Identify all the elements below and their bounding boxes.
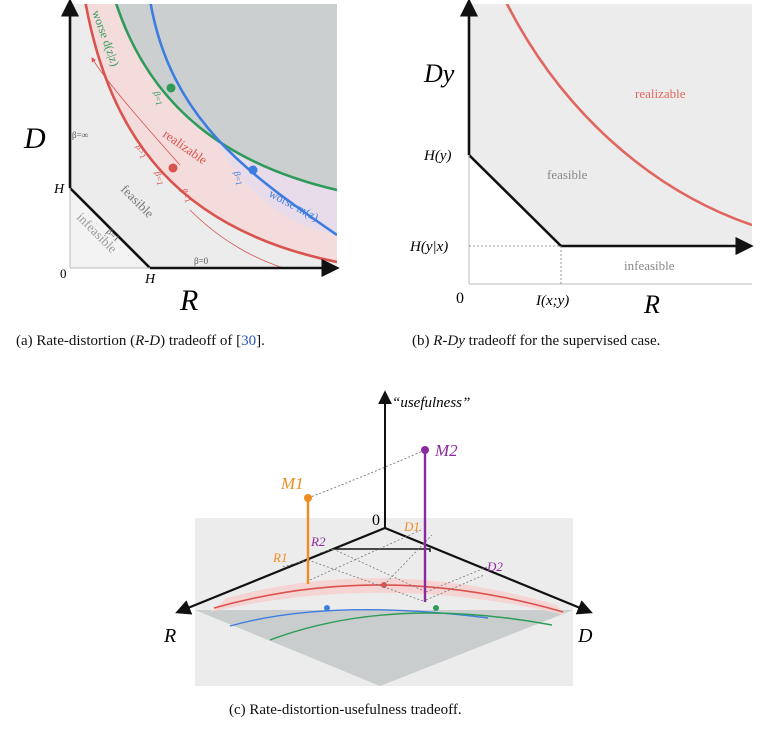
panel-c-bottom-wedge bbox=[195, 610, 573, 686]
m1-label: M1 bbox=[280, 474, 304, 493]
caption-a-suffix: ]. bbox=[256, 333, 265, 349]
caption-c: (c) Rate-distortion-usefulness tradeoff. bbox=[229, 702, 462, 718]
beta-lt1-label: β<1 bbox=[179, 187, 193, 204]
panel-c-dotted-arc bbox=[307, 449, 426, 499]
beta-gt1-label: β>1 bbox=[134, 143, 148, 160]
beta-one-red-label: β=1 bbox=[153, 171, 165, 187]
d2-label-text: D2 bbox=[486, 559, 503, 574]
beta-zero-label: β=0 bbox=[194, 256, 209, 266]
infeasible-label-b: infeasible bbox=[624, 258, 675, 273]
d2-label: D2 bbox=[486, 559, 503, 574]
caption-a-prefix: (a) Rate-distortion ( bbox=[16, 333, 136, 349]
usefulness-label: “usefulness” bbox=[392, 395, 470, 411]
panel-b-supervised: Dy R 0 H(y) H(y|x) I(x;y) realizable fea… bbox=[409, 0, 754, 319]
m1-label-text: M1 bbox=[280, 474, 304, 493]
realizable-curve-b bbox=[505, 4, 752, 227]
caption-b-math: R-Dy bbox=[433, 333, 465, 349]
d1-label: D1 bbox=[403, 519, 420, 534]
axis-dy-label: Dy bbox=[423, 59, 455, 88]
r1-label: R1 bbox=[272, 550, 287, 565]
panel-c-realizable-band bbox=[210, 578, 565, 615]
m2-point bbox=[421, 446, 429, 454]
h-on-d-axis: H bbox=[53, 182, 65, 197]
h-yx-label: H(y|x) bbox=[409, 239, 448, 255]
caption-a-math: R-D bbox=[135, 333, 161, 349]
caption-b: (b) R-Dy tradeoff for the supervised cas… bbox=[412, 333, 660, 350]
beta-inf-label: β=∞ bbox=[72, 130, 88, 140]
panel-c-axis-d bbox=[384, 526, 593, 615]
panel-c-blue-point bbox=[324, 605, 330, 611]
caption-b-prefix: (b) bbox=[412, 333, 434, 349]
panel-c-green-curve bbox=[269, 612, 553, 641]
panel-c-green-point bbox=[433, 605, 439, 611]
m2-label: M2 bbox=[434, 441, 458, 460]
panel-c-axis-r bbox=[175, 526, 386, 615]
axis-r-label: R bbox=[179, 284, 198, 317]
axis-d-label: D bbox=[23, 122, 46, 155]
h-on-r-axis: H bbox=[144, 272, 156, 287]
feasible-boundary-diagonal bbox=[69, 187, 151, 269]
beta-one-blue-label: β=1 bbox=[232, 171, 244, 187]
panel-a-rate-distortion: D R 0 H H β=∞ β=0 β=1 β=1 β=1 β=1 β>1 β<… bbox=[23, 0, 340, 317]
arrow-beta-lt1 bbox=[189, 209, 291, 268]
panel-c-rdu: “usefulness” R D 0 M1 M2 R1 R2 D1 D2 bbox=[163, 390, 593, 686]
point-green bbox=[166, 83, 176, 93]
feasible-region-b bbox=[469, 4, 752, 246]
r1-label-text: R1 bbox=[272, 550, 287, 565]
green-curve bbox=[115, 4, 337, 192]
boundary-diagonal-b bbox=[468, 154, 562, 247]
red-curve bbox=[84, 4, 337, 264]
axis-dy-text: Dy bbox=[423, 59, 455, 88]
worse-region bbox=[116, 4, 337, 190]
d1-label-text: D1 bbox=[403, 519, 420, 534]
r2-label-text: R2 bbox=[310, 534, 326, 549]
m2-label-text: M2 bbox=[434, 441, 458, 460]
point-red bbox=[168, 163, 178, 173]
caption-a-mid: ) tradeoff of [ bbox=[160, 333, 242, 349]
beta-one-green-label: β=1 bbox=[152, 91, 164, 107]
caption-a: (a) Rate-distortion (R-D) tradeoff of [3… bbox=[16, 333, 265, 350]
arrow-beta-gt1 bbox=[91, 57, 181, 166]
blue-curve bbox=[149, 4, 337, 237]
caption-b-suffix: tradeoff for the supervised case. bbox=[464, 333, 661, 349]
origin-label: 0 bbox=[60, 266, 67, 281]
panel-c-r-label: R bbox=[163, 625, 176, 647]
caption-a-ref[interactable]: 30 bbox=[241, 333, 257, 349]
h-y-label: H(y) bbox=[423, 148, 451, 164]
axis-r-label-b: R bbox=[643, 290, 660, 319]
panel-c-floor-bracket bbox=[333, 548, 431, 552]
i-xy-label: I(x;y) bbox=[535, 293, 569, 309]
origin-label-b: 0 bbox=[456, 290, 464, 307]
point-blue bbox=[248, 165, 258, 175]
panel-c-d-label: D bbox=[577, 625, 593, 647]
realizable-label-b: realizable bbox=[635, 86, 686, 101]
r2-label: R2 bbox=[310, 534, 326, 549]
m1-point bbox=[304, 494, 312, 502]
panel-c-origin-label: 0 bbox=[372, 512, 380, 529]
feasible-label-b: feasible bbox=[547, 167, 588, 182]
